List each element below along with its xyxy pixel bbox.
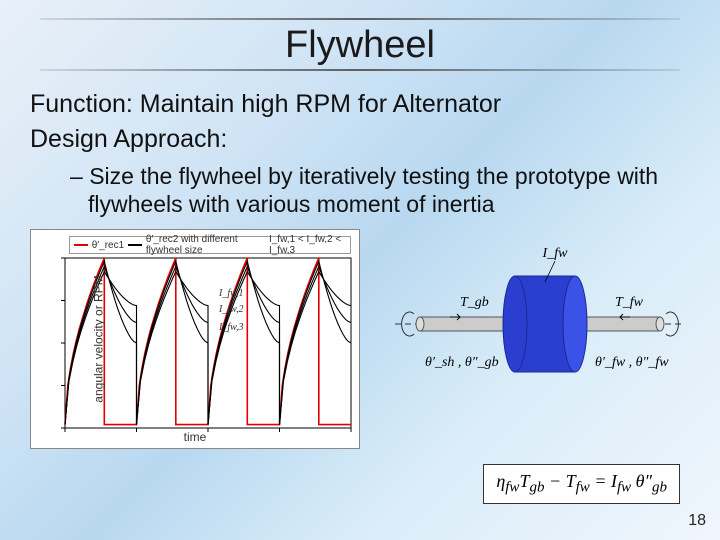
xlabel: time bbox=[184, 430, 207, 444]
ylabel: angular velocity or RPM bbox=[92, 275, 106, 402]
function-line: Function: Maintain high RPM for Alternat… bbox=[30, 89, 690, 120]
svg-text:θ′_fw , θ″_fw: θ′_fw , θ″_fw bbox=[595, 355, 669, 370]
figures-row: angular velocity or RPM time θ′_rec1 θ′_… bbox=[30, 229, 690, 449]
legend-swatch-red bbox=[74, 244, 88, 246]
page-number: 18 bbox=[688, 512, 706, 530]
design-approach-line: Design Approach: bbox=[30, 124, 690, 155]
legend-black-text: θ′_rec2 with different flywheel size bbox=[146, 234, 261, 256]
equation-box: ηfwTgb − Tfw = Ifw θ″gb bbox=[483, 464, 680, 504]
legend-tail-text: I_fw,1 < I_fw,2 < I_fw,3 bbox=[269, 234, 346, 256]
legend-swatch-black bbox=[128, 244, 142, 246]
svg-text:I_fw: I_fw bbox=[542, 246, 569, 261]
title-rule-bottom bbox=[40, 69, 680, 71]
svg-text:θ′_sh , θ″_gb: θ′_sh , θ″_gb bbox=[425, 355, 499, 370]
legend-red-text: θ′_rec1 bbox=[92, 240, 124, 251]
flywheel-diagram: I_fw T_gb T_fw θ′_sh , θ″_gb θ′_fw , θ″_fw bbox=[390, 229, 690, 429]
bullet-1: Size the flywheel by iteratively testing… bbox=[70, 162, 690, 220]
slide: Flywheel Function: Maintain high RPM for… bbox=[0, 0, 720, 540]
title-block: Flywheel bbox=[30, 18, 690, 71]
title-rule-top bbox=[40, 18, 680, 20]
diagram-svg: I_fw T_gb T_fw θ′_sh , θ″_gb θ′_fw , θ″_fw bbox=[390, 229, 690, 429]
slide-title: Flywheel bbox=[285, 24, 435, 69]
curve-label-2: I_fw,2 bbox=[219, 304, 244, 315]
curve-label-1: I_fw,1 bbox=[219, 288, 244, 299]
chart-legend: θ′_rec1 θ′_rec2 with different flywheel … bbox=[69, 236, 351, 254]
svg-text:T_fw: T_fw bbox=[615, 295, 644, 310]
curve-label-3: I_fw,3 bbox=[219, 322, 244, 333]
equation-text: ηfwTgb − Tfw = Ifw θ″gb bbox=[496, 471, 667, 491]
rpm-chart: angular velocity or RPM time θ′_rec1 θ′_… bbox=[30, 229, 360, 449]
chart-svg bbox=[31, 230, 361, 450]
svg-text:T_gb: T_gb bbox=[460, 295, 489, 310]
